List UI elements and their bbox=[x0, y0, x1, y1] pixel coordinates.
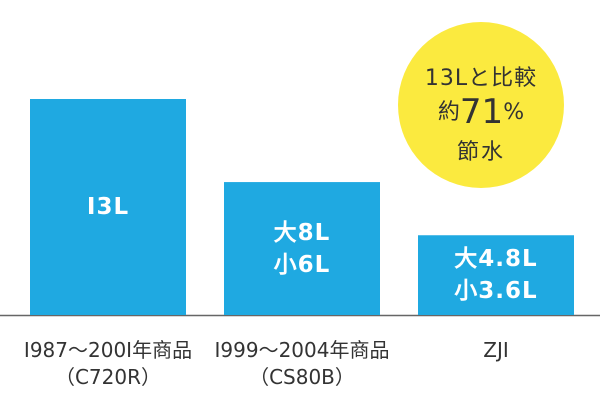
badge-comparison-text: 13Lと比較 bbox=[424, 66, 538, 91]
badge-percentage-unit: % bbox=[503, 100, 525, 125]
category-label-line: ZJI bbox=[483, 338, 509, 362]
category-label-line: （CS80B） bbox=[249, 365, 355, 389]
category-label-2: I999〜2004年商品 （CS80B） bbox=[194, 337, 410, 391]
category-label-3: ZJI bbox=[388, 337, 600, 364]
bar-2 bbox=[224, 182, 380, 315]
bar-value-line: I3L bbox=[86, 194, 130, 220]
bar-value-line: 小3.6L bbox=[454, 278, 538, 305]
bar-3 bbox=[418, 235, 574, 315]
bar-value-line: 大8L bbox=[273, 219, 331, 246]
badge-percentage-value: 71 bbox=[459, 92, 504, 132]
category-label-line: I999〜2004年商品 bbox=[214, 338, 390, 362]
category-label-line: I987〜200I年商品 bbox=[23, 338, 193, 362]
bar-value-line: 大4.8L bbox=[454, 246, 538, 273]
bar-value-label-1: I3L bbox=[30, 191, 186, 223]
bar-value-label-2: 大8L 小6L bbox=[224, 217, 380, 281]
water-saving-badge: 13Lと比較 約71% 節水 bbox=[398, 22, 564, 188]
category-label-line: （C720R） bbox=[54, 365, 162, 389]
bar-1 bbox=[30, 99, 186, 315]
badge-saving-text: 節水 bbox=[456, 140, 505, 165]
bar-value-label-3: 大4.8L 小3.6L bbox=[418, 243, 574, 307]
badge-percentage: 約71% bbox=[398, 92, 564, 132]
category-label-1: I987〜200I年商品 （C720R） bbox=[0, 337, 216, 391]
bar-value-line: 小6L bbox=[273, 251, 331, 278]
badge-percentage-prefix: 約 bbox=[437, 100, 460, 125]
